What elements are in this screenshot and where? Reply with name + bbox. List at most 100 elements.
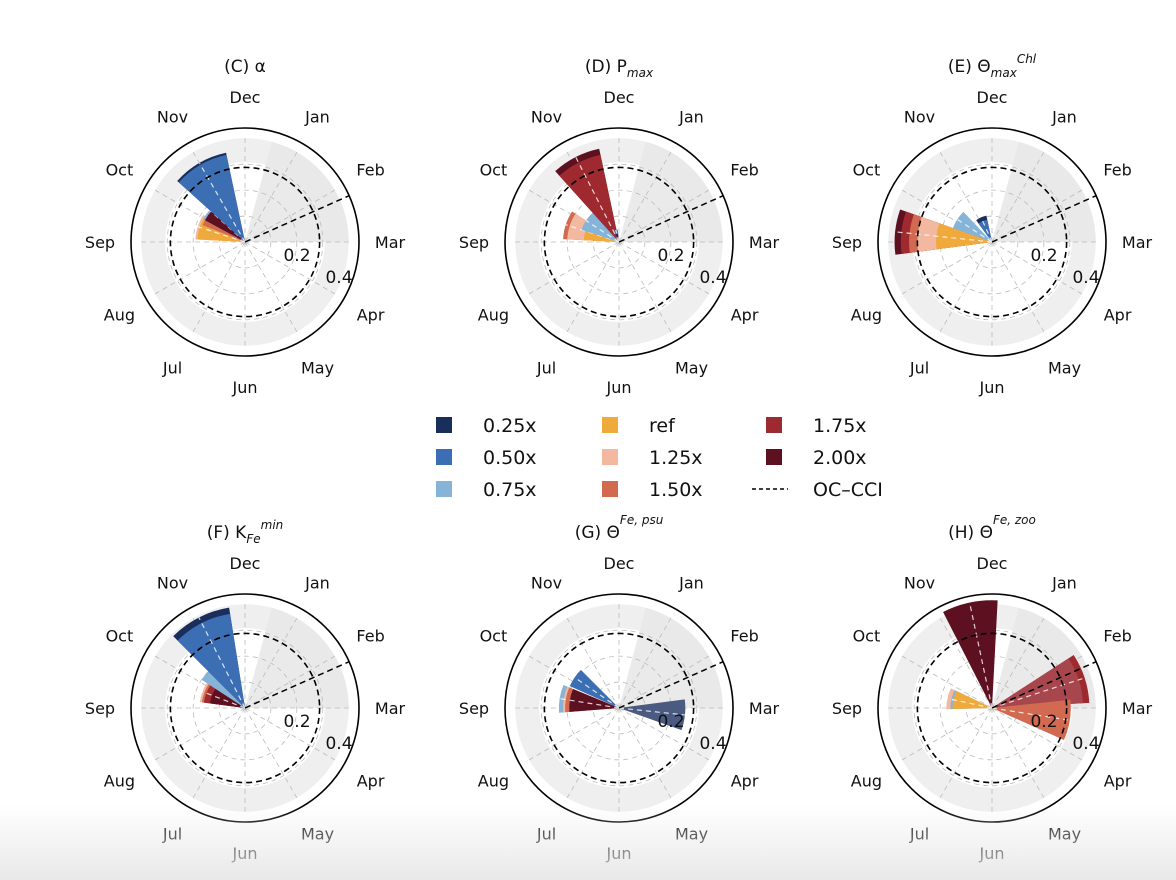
bar-segment xyxy=(936,223,992,250)
month-label-may: May xyxy=(675,825,708,844)
chart-title-part: Chl xyxy=(1017,52,1037,66)
polar-chart-0: (C) α 0.2 0.4 Jan Feb Mar Apr May Jun Jul Aug Sep Oc… xyxy=(85,57,406,397)
month-label-sep: Sep xyxy=(85,699,115,718)
month-label-jan: Jan xyxy=(678,573,704,592)
month-label-oct: Oct xyxy=(853,161,881,180)
radial-tick-label: 0.4 xyxy=(699,734,726,754)
month-label-apr: Apr xyxy=(1104,772,1132,791)
month-label-mar: Mar xyxy=(375,233,406,252)
month-label-may: May xyxy=(1048,359,1081,378)
radial-tick-label: 0.4 xyxy=(1072,268,1099,288)
radial-tick-label: 0.4 xyxy=(325,268,352,288)
month-label-may: May xyxy=(1048,825,1081,844)
bar-segment xyxy=(952,691,992,710)
month-label-feb: Feb xyxy=(356,161,384,180)
legend-swatch xyxy=(602,449,618,465)
radial-tick-label: 0.2 xyxy=(657,712,684,732)
month-label-nov: Nov xyxy=(531,573,562,592)
month-label-feb: Feb xyxy=(730,161,758,180)
bar-centerline xyxy=(585,220,620,243)
grid-circle xyxy=(192,655,298,761)
polar-chart-4: (G) ΘFe, psu 0.2 0.4 Jan Feb Mar Apr May Jun Jul A… xyxy=(459,513,780,863)
legend-label: 1.50x xyxy=(649,479,703,501)
bar-segment xyxy=(210,688,245,708)
radial-tick-label: 0.2 xyxy=(283,246,310,266)
month-label-aug: Aug xyxy=(478,772,509,791)
bar-segment xyxy=(992,658,1084,708)
grid-circle xyxy=(592,215,646,269)
month-label-sep: Sep xyxy=(85,233,115,252)
month-label-jun: Jun xyxy=(606,378,632,397)
polar-chart-5: (H) ΘFe, zoo 0.2 0.4 Jan Feb Mar Apr May Jun Jul A… xyxy=(832,513,1153,863)
grid-circle xyxy=(540,629,698,787)
chart-title: (E) ΘmaxChl xyxy=(948,52,1037,80)
bar-centerline xyxy=(980,217,993,243)
month-label-dec: Dec xyxy=(230,554,261,573)
radial-tick-label: 0.2 xyxy=(283,712,310,732)
legend-swatch xyxy=(436,481,452,497)
month-label-feb: Feb xyxy=(356,627,384,646)
month-label-jul: Jul xyxy=(536,359,556,378)
grid-circle xyxy=(166,629,324,787)
legend-label: 0.25x xyxy=(483,415,537,437)
polar-chart-2: (E) ΘmaxChl 0.2 0.4 Jan Feb Mar Apr May Jun Jul Au… xyxy=(832,52,1153,397)
chart-title-part: Fe, psu xyxy=(620,513,664,527)
month-label-jul: Jul xyxy=(162,359,182,378)
month-label-aug: Aug xyxy=(104,306,135,325)
chart-title-part: Fe xyxy=(246,532,260,546)
bar-centerline xyxy=(618,707,686,716)
chart-title: (F) KFemin xyxy=(207,518,284,546)
grid-circle xyxy=(192,189,298,295)
radial-tick-label: 0.4 xyxy=(325,734,352,754)
obs-dashed-circle xyxy=(169,166,321,318)
month-label-mar: Mar xyxy=(375,699,406,718)
legend-swatch xyxy=(766,417,782,433)
bar-centerline xyxy=(895,231,993,243)
bar-centerline xyxy=(559,698,620,709)
month-label-dec: Dec xyxy=(604,88,635,107)
month-label-aug: Aug xyxy=(104,772,135,791)
grid-circle xyxy=(566,189,672,295)
radial-tick-label: 0.4 xyxy=(699,268,726,288)
month-label-jan: Jan xyxy=(304,573,330,592)
month-label-jan: Jan xyxy=(304,107,330,126)
month-label-feb: Feb xyxy=(1103,627,1131,646)
month-label-may: May xyxy=(301,359,334,378)
month-label-feb: Feb xyxy=(1103,161,1131,180)
obs-dashed-spoke xyxy=(244,660,350,709)
obs-dashed-circle xyxy=(169,632,321,784)
shaded-wedge xyxy=(245,141,349,242)
obs-dashed-spoke xyxy=(991,660,1097,709)
month-label-jan: Jan xyxy=(1051,107,1077,126)
month-label-jun: Jun xyxy=(232,844,258,863)
bar-centerline xyxy=(991,707,1070,721)
obs-dashed-circle xyxy=(916,166,1068,318)
grid-circle xyxy=(540,163,698,321)
month-label-jan: Jan xyxy=(1051,573,1077,592)
bar-centerline xyxy=(198,617,246,709)
month-label-aug: Aug xyxy=(478,306,509,325)
chart-title-part: Fe, zoo xyxy=(993,513,1036,527)
shaded-wedge xyxy=(992,141,1096,242)
month-label-nov: Nov xyxy=(904,107,935,126)
month-label-may: May xyxy=(301,825,334,844)
legend-label: OC–CCI xyxy=(813,479,883,501)
month-label-sep: Sep xyxy=(459,233,489,252)
chart-title-part: (H) Θ xyxy=(948,523,993,543)
month-label-jun: Jun xyxy=(979,378,1005,397)
chart-title-part: max xyxy=(991,66,1018,80)
month-label-oct: Oct xyxy=(853,627,881,646)
bar-segment xyxy=(978,219,992,242)
chart-title: (G) ΘFe, psu xyxy=(575,513,664,543)
bar-centerline xyxy=(575,156,620,243)
obs-dashed-circle xyxy=(543,166,695,318)
month-label-feb: Feb xyxy=(730,627,758,646)
grid-circle xyxy=(965,215,1019,269)
legend-label: 1.75x xyxy=(813,415,867,437)
radial-tick-label: 0.2 xyxy=(1030,712,1057,732)
legend-label: ref xyxy=(649,415,676,437)
month-label-jun: Jun xyxy=(232,378,258,397)
legend-swatch xyxy=(436,449,452,465)
month-label-sep: Sep xyxy=(459,699,489,718)
obs-dashed-circle xyxy=(916,632,1068,784)
